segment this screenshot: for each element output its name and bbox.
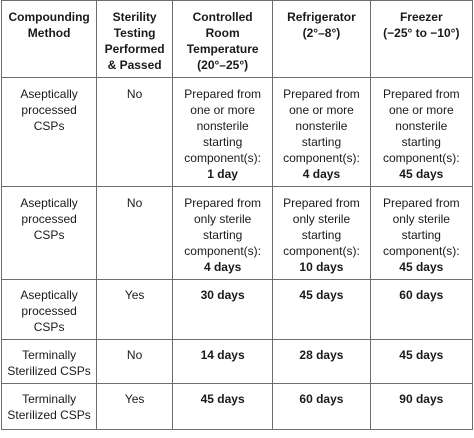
header-compounding-method: Compounding Method [0,0,98,78]
freezer-cell: Prepared from only sterile starting comp… [369,186,474,280]
method-cell: Aseptically processed CSPs [0,77,98,187]
refrigerator-cell: Prepared from one or more nonsterile sta… [272,77,371,187]
crt-cell: Prepared from one or more nonsterile sta… [171,77,274,187]
crt-cell: Prepared from only sterile starting comp… [171,186,274,280]
crt-cell: 45 days [171,383,274,430]
freezer-cell: 90 days [369,383,474,430]
method-cell: Aseptically processed CSPs [0,279,98,340]
refrigerator-cell: Prepared from only sterile starting comp… [272,186,371,280]
freezer-cell: Prepared from one or more nonsterile sta… [369,77,474,187]
header-row: Compounding Method Sterility Testing Per… [0,0,474,78]
method-cell: Terminally Sterilized CSPs [0,383,98,430]
method-cell: Aseptically processed CSPs [0,186,98,280]
sterility-cell: No [96,339,173,384]
crt-cell: 14 days [171,339,274,384]
refrigerator-cell: 28 days [272,339,371,384]
freezer-cell: 45 days [369,339,474,384]
sterility-cell: No [96,186,173,280]
table-row: Aseptically processed CSPs No Prepared f… [0,77,474,187]
table-row: Terminally Sterilized CSPs Yes 45 days 6… [0,383,474,430]
table-row: Aseptically processed CSPs Yes 30 days 4… [0,279,474,340]
freezer-cell: 60 days [369,279,474,340]
table-row: Terminally Sterilized CSPs No 14 days 28… [0,339,474,384]
method-cell: Terminally Sterilized CSPs [0,339,98,384]
header-sterility-testing: Sterility Testing Performed & Passed [96,0,173,78]
header-freezer: Freezer (−25° to −10°) [369,0,474,78]
sterility-cell: Yes [96,383,173,430]
header-controlled-room-temperature: Controlled Room Temperature (20°–25°) [171,0,274,78]
crt-cell: 30 days [171,279,274,340]
sterility-cell: Yes [96,279,173,340]
table-row: Aseptically processed CSPs No Prepared f… [0,186,474,280]
refrigerator-cell: 45 days [272,279,371,340]
sterility-cell: No [96,77,173,187]
header-refrigerator: Refrigerator (2°–8°) [272,0,371,78]
refrigerator-cell: 60 days [272,383,371,430]
